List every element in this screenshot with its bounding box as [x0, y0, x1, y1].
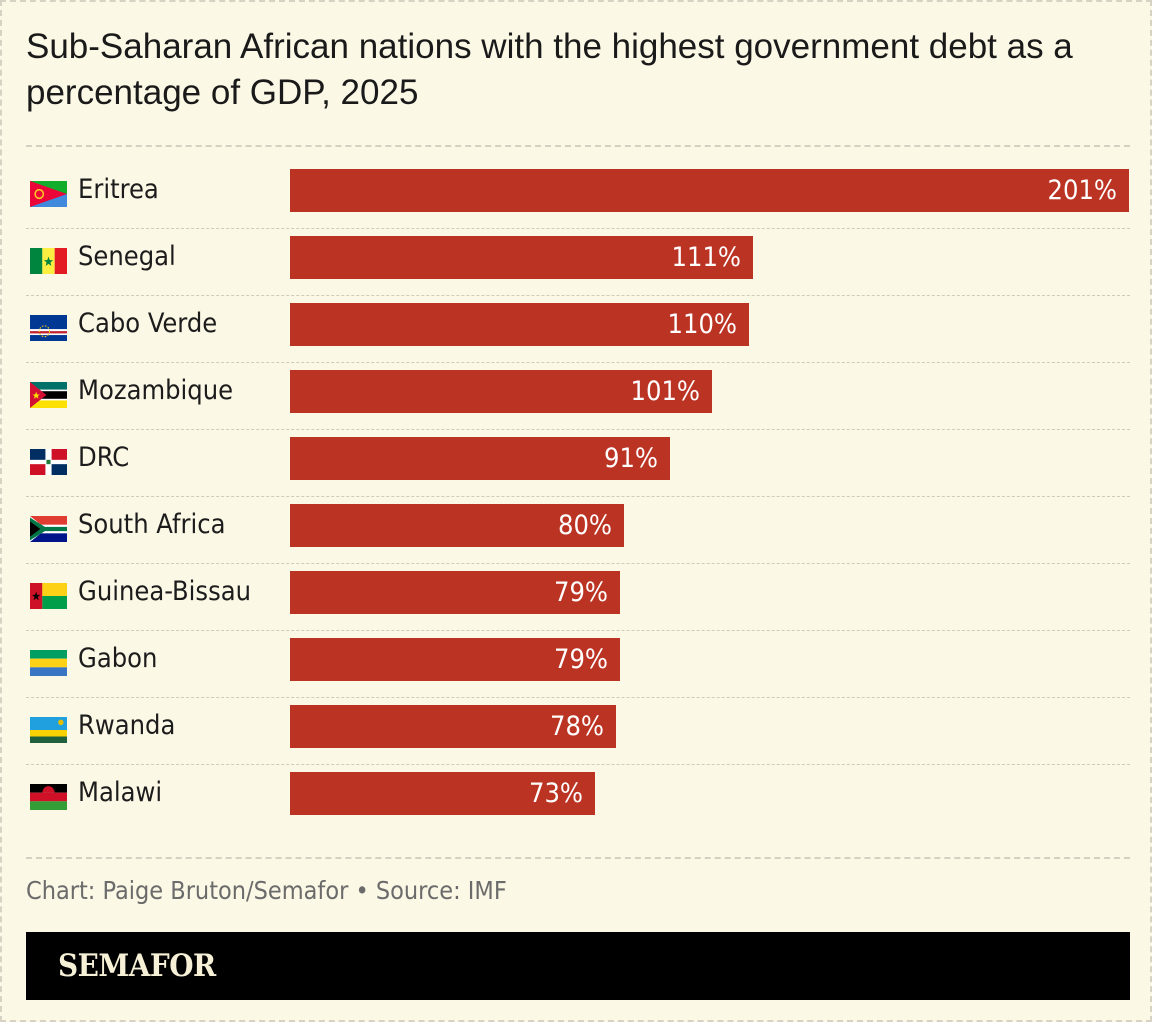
- bar: 201%: [290, 169, 1129, 212]
- category-label: Cabo Verde: [78, 308, 218, 339]
- data-label: 111%: [671, 242, 741, 273]
- row-divider: [26, 697, 1130, 698]
- bar-row-eritrea: Eritrea 201%: [26, 162, 1130, 229]
- category-label: Rwanda: [78, 710, 176, 741]
- bar: 110%: [290, 303, 749, 346]
- senegal-flag-icon: [30, 248, 67, 274]
- row-divider: [26, 764, 1130, 765]
- row-divider: [26, 563, 1130, 564]
- bar-row-senegal: Senegal 111%: [26, 229, 1130, 296]
- data-label: 110%: [667, 309, 737, 340]
- category-label: South Africa: [78, 509, 226, 540]
- category-label: Gabon: [78, 643, 158, 674]
- bar: 111%: [290, 236, 753, 279]
- chart-title: Sub-Saharan African nations with the hig…: [26, 27, 1073, 112]
- data-label: 79%: [554, 577, 608, 608]
- title-divider: [26, 145, 1130, 147]
- data-label: 79%: [554, 644, 608, 675]
- row-divider: [26, 429, 1130, 430]
- row-divider: [26, 362, 1130, 363]
- rwanda-flag-icon: [30, 717, 67, 743]
- bar-row-guinea-bissau: Guinea-Bissau 79%: [26, 564, 1130, 631]
- eritrea-flag-icon: [30, 181, 67, 207]
- data-label: 80%: [558, 510, 612, 541]
- gabon-flag-icon: [30, 650, 67, 676]
- malawi-flag-icon: [30, 784, 67, 810]
- chart-credit: Chart: Paige Bruton/Semafor • Source: IM…: [26, 876, 507, 905]
- row-divider: [26, 228, 1130, 229]
- bar: 73%: [290, 772, 595, 815]
- south-africa-flag-icon: [30, 516, 67, 542]
- category-label: Eritrea: [78, 174, 159, 205]
- semafor-logo: SEMAFOR: [58, 948, 216, 984]
- bar-row-cabo-verde: Cabo Verde 110%: [26, 296, 1130, 363]
- bar: 91%: [290, 437, 670, 480]
- bar-row-malawi: Malawi 73%: [26, 765, 1130, 832]
- bar: 101%: [290, 370, 712, 413]
- cabo-verde-flag-icon: [30, 315, 67, 341]
- bar: 78%: [290, 705, 616, 748]
- row-divider: [26, 496, 1130, 497]
- bar-row-south-africa: South Africa 80%: [26, 497, 1130, 564]
- category-label: Malawi: [78, 777, 163, 808]
- footer-divider: [26, 857, 1130, 859]
- guinea-bissau-flag-icon: [30, 583, 67, 609]
- drc-flag-icon: [30, 449, 67, 475]
- data-label: 101%: [630, 376, 700, 407]
- data-label: 91%: [604, 443, 658, 474]
- data-label: 73%: [529, 778, 583, 809]
- brand-bar: SEMAFOR: [26, 932, 1130, 1000]
- bar-row-drc: DRC 91%: [26, 430, 1130, 497]
- row-divider: [26, 295, 1130, 296]
- bar-row-rwanda: Rwanda 78%: [26, 698, 1130, 765]
- category-label: Guinea-Bissau: [78, 576, 252, 607]
- bar: 79%: [290, 571, 620, 614]
- bar: 80%: [290, 504, 624, 547]
- row-divider: [26, 630, 1130, 631]
- mozambique-flag-icon: [30, 382, 67, 408]
- data-label: 78%: [550, 711, 604, 742]
- bar: 79%: [290, 638, 620, 681]
- category-label: Mozambique: [78, 375, 234, 406]
- category-label: DRC: [78, 442, 130, 473]
- bar-row-mozambique: Mozambique 101%: [26, 363, 1130, 430]
- bar-chart: Eritrea 201% Senegal 111% Cabo Verde 110% Moza…: [26, 162, 1130, 832]
- bar-row-gabon: Gabon 79%: [26, 631, 1130, 698]
- category-label: Senegal: [78, 241, 176, 272]
- data-label: 201%: [1047, 175, 1117, 206]
